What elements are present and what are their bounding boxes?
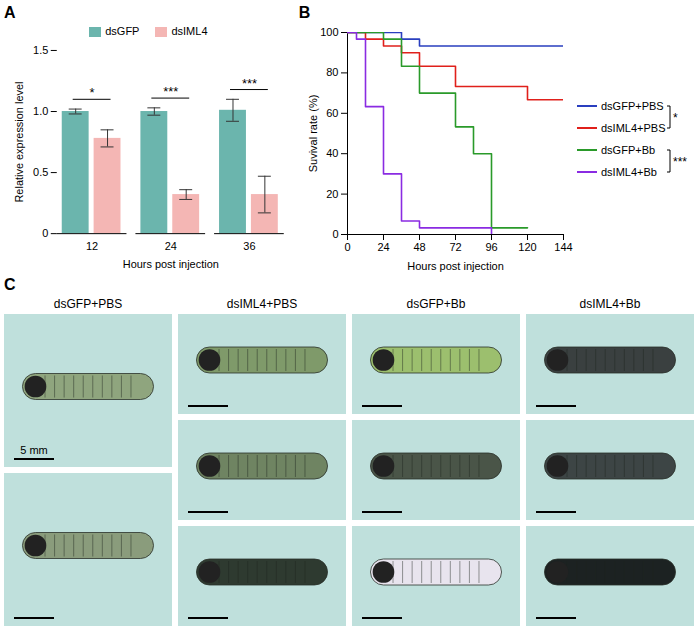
svg-text:dsGFP+PBS: dsGFP+PBS <box>54 297 122 311</box>
html-text:dsIML4: dsIML4 <box>171 25 208 37</box>
svg-text:1.5: 1.5 <box>33 44 48 56</box>
html-text:B: B <box>298 4 311 21</box>
svg-text:24: 24 <box>165 240 177 252</box>
svg-text:144: 144 <box>554 241 572 253</box>
svg-text:100: 100 <box>320 26 338 38</box>
svg-text:48: 48 <box>413 241 425 253</box>
svg-text:96: 96 <box>485 241 497 253</box>
svg-text:20: 20 <box>326 188 338 200</box>
svg-text:Hours post injection: Hours post injection <box>407 260 504 272</box>
svg-text:dsIML4+Bb: dsIML4+Bb <box>601 166 657 178</box>
svg-text:120: 120 <box>518 241 536 253</box>
svg-text:1.0: 1.0 <box>33 105 48 117</box>
svg-text:80: 80 <box>326 66 338 78</box>
html-text:C: C <box>4 276 16 293</box>
svg-text:Suvival rate (%): Suvival rate (%) <box>307 95 319 173</box>
svg-text:5 mm: 5 mm <box>20 444 48 456</box>
svg-text:*: * <box>90 85 95 100</box>
svg-text:12: 12 <box>86 240 98 252</box>
svg-text:dsIML4+PBS: dsIML4+PBS <box>601 122 666 134</box>
svg-text:dsIML4+Bb: dsIML4+Bb <box>579 297 640 311</box>
svg-text:dsIML4+PBS: dsIML4+PBS <box>227 297 297 311</box>
svg-text:dsGFP+Bb: dsGFP+Bb <box>406 297 465 311</box>
svg-text:***: *** <box>242 76 257 91</box>
svg-text:Hours post injection: Hours post injection <box>123 258 219 270</box>
svg-text:dsGFP+PBS: dsGFP+PBS <box>601 100 664 112</box>
svg-text:***: *** <box>163 84 178 99</box>
svg-text:60: 60 <box>326 107 338 119</box>
svg-text:24: 24 <box>377 241 389 253</box>
svg-text:0: 0 <box>42 227 48 239</box>
svg-text:*: * <box>673 111 678 125</box>
svg-text:36: 36 <box>243 240 255 252</box>
html-text:dsGFP: dsGFP <box>105 25 140 37</box>
svg-text:0: 0 <box>332 228 338 240</box>
svg-text:***: *** <box>673 155 687 169</box>
svg-text:72: 72 <box>449 241 461 253</box>
svg-text:dsGFP+Bb: dsGFP+Bb <box>601 144 655 156</box>
svg-text:Relative expression level: Relative expression level <box>13 82 25 203</box>
html-text:A: A <box>4 4 16 21</box>
svg-text:0: 0 <box>344 241 350 253</box>
svg-text:0.5: 0.5 <box>33 166 48 178</box>
svg-text:40: 40 <box>326 147 338 159</box>
